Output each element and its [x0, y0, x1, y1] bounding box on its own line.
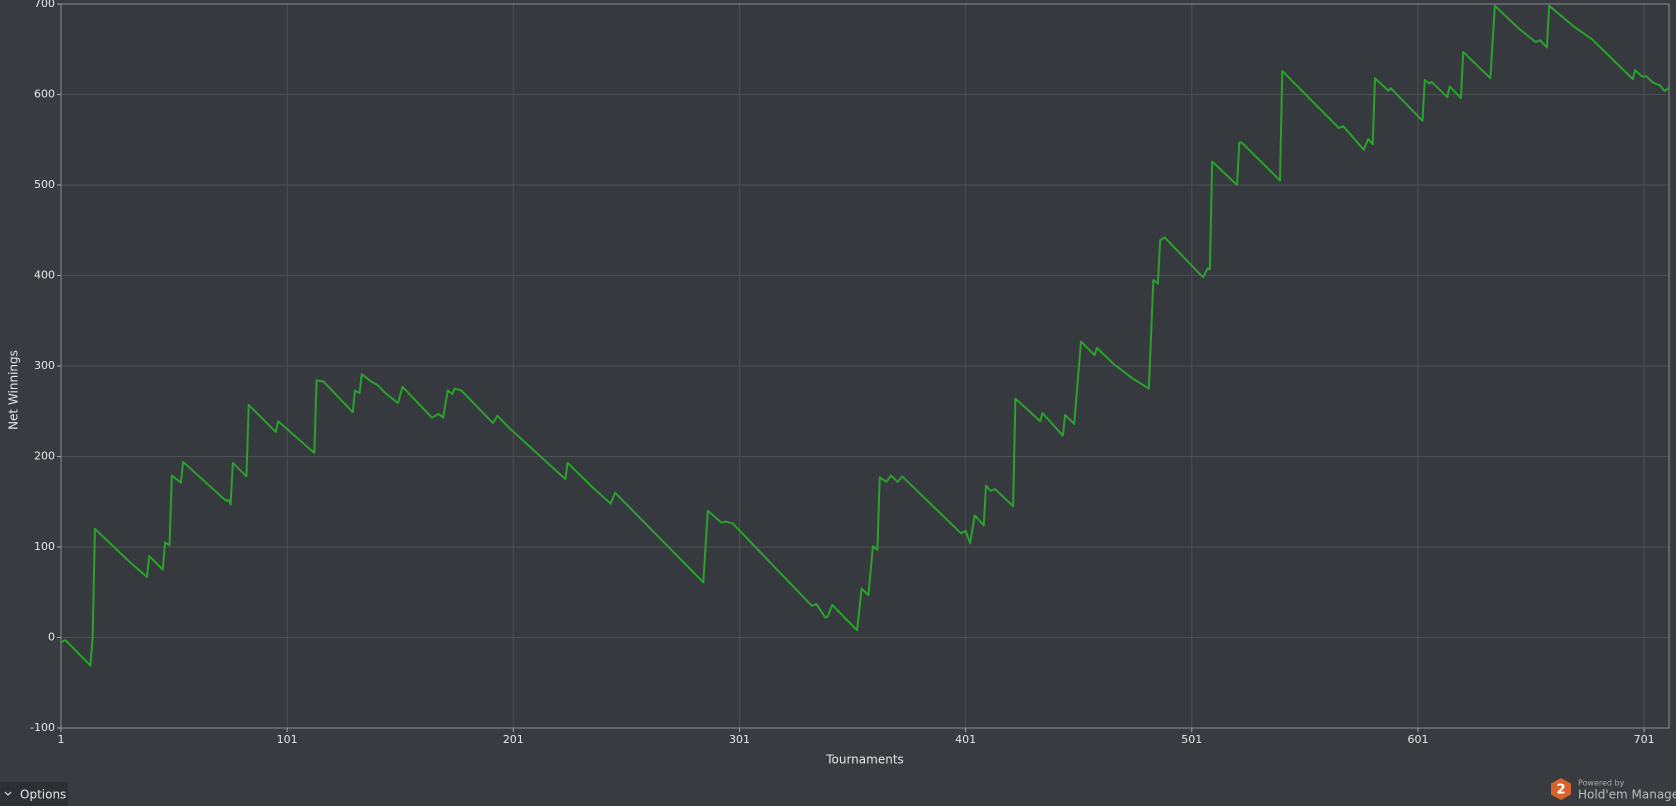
options-label[interactable]: Options: [20, 788, 66, 802]
x-tick-label: 401: [955, 733, 976, 746]
brand-badge-text: 2: [1556, 783, 1565, 798]
brand-name: Hold'em Manager: [1578, 788, 1676, 802]
x-tick-label: 601: [1407, 733, 1428, 746]
y-axis-label: Net Winnings: [7, 350, 21, 430]
y-tick-label: 700: [34, 0, 55, 10]
y-tick-label: 400: [34, 269, 55, 282]
y-tick-label: 100: [34, 540, 55, 553]
y-tick-label: 500: [34, 178, 55, 191]
x-axis-label: Tournaments: [825, 753, 904, 767]
y-tick-label: -100: [30, 721, 55, 734]
chevron-icon: [4, 791, 12, 796]
x-tick-label: 101: [277, 733, 298, 746]
y-tick-label: 0: [48, 631, 55, 644]
x-tick-label: 501: [1181, 733, 1202, 746]
plot-frame: [60, 3, 1670, 729]
y-tick-label: 600: [34, 88, 55, 101]
x-tick-label: 201: [503, 733, 524, 746]
y-tick-label: 200: [34, 450, 55, 463]
brand-powered: Powered by: [1578, 779, 1625, 788]
net-winnings-line: [60, 4, 1670, 667]
x-tick-label: 301: [729, 733, 750, 746]
brand-logo: 2 Powered by Hold'em Manager: [1551, 778, 1676, 802]
x-tick-label: 1: [58, 733, 65, 746]
x-tick-label: 701: [1634, 733, 1655, 746]
options-button[interactable]: Options: [0, 782, 68, 806]
y-tick-label: 300: [34, 359, 55, 372]
brand-badge: [1551, 778, 1571, 800]
options-bg[interactable]: [0, 782, 68, 806]
